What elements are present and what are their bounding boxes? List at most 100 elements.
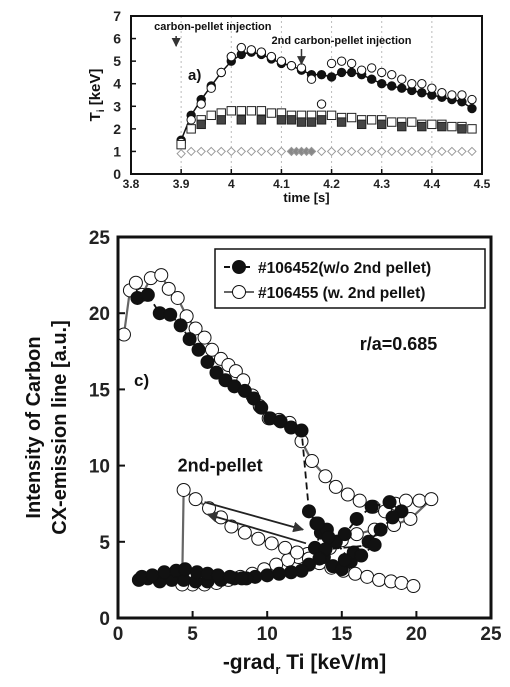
panel-c-point [273, 414, 288, 429]
panel-a-point [206, 83, 216, 93]
panel-c: 0 5 10 15 20 25 0 5 10 15 20 25 #106452(w/o 2nd pel… [23, 228, 502, 677]
panel-c-point [360, 569, 375, 584]
panel-a-point [216, 115, 226, 125]
panel-a-point [366, 63, 377, 73]
panel-c-y-tick-label: 5 [99, 533, 110, 554]
panel-c-point [246, 391, 261, 406]
panel-a-point [206, 146, 216, 157]
panel-c-x-tick-label: 20 [406, 624, 427, 645]
panel-a-point [336, 117, 347, 127]
panel-c-point [188, 321, 203, 336]
panel-a-point [186, 146, 196, 157]
panel-a-point [387, 146, 397, 157]
panel-c-legend-label: #106455 (w. 2nd pellet) [258, 285, 425, 302]
panel-a-point [417, 121, 427, 132]
panel-a-annotation-text: carbon-pellet injection [154, 21, 272, 33]
panel-a-point [216, 67, 226, 78]
panel-a-point [286, 60, 297, 71]
panel-a-point [437, 146, 447, 157]
panel-a-point [366, 74, 377, 84]
panel-a-x-tick-label: 4.2 [323, 177, 340, 191]
panel-c-point [301, 504, 316, 519]
panel-c-point [412, 493, 427, 508]
panel-a-point [447, 121, 457, 132]
panel-c-y-tick-label: 10 [89, 457, 110, 478]
panel-c-arrow [204, 501, 305, 533]
panel-c-series-filled [130, 287, 409, 589]
panel-c-point [161, 281, 176, 296]
panel-c-frame [116, 235, 493, 620]
panel-c-point [224, 519, 239, 534]
panel-a-point [296, 63, 307, 73]
panel-c-point [328, 479, 343, 494]
panel-a-y-tick-label: 1 [113, 143, 121, 159]
panel-c-point [337, 553, 352, 568]
panel-a-point [206, 110, 216, 121]
panel-c-point [424, 492, 439, 507]
panel-c-point [140, 287, 155, 302]
panel-c-point [251, 531, 266, 546]
panel-c-point [394, 575, 409, 590]
panel-c-point [272, 566, 287, 581]
panel-c-arrow [206, 511, 307, 545]
panel-c-point [349, 511, 364, 526]
panel-c-point [209, 365, 224, 380]
panel-a-point [256, 115, 267, 125]
panel-c-ticks: 0 5 10 15 20 25 0 5 10 15 20 25 [89, 228, 502, 645]
panel-a-y-tick-label: 6 [113, 31, 121, 47]
panel-a-point [457, 90, 467, 100]
panel-a-point [246, 45, 257, 55]
panel-a-point [437, 88, 447, 98]
panel-a-series [176, 42, 477, 159]
panel-a-point [306, 74, 317, 84]
panel-c-x-tick-label: 15 [331, 624, 353, 645]
panel-a-y-tick-label: 4 [113, 76, 121, 92]
panel-c-point [304, 454, 319, 469]
panel-a-point [346, 58, 357, 69]
panel-c-point [310, 516, 325, 531]
panel-a-point [356, 146, 367, 157]
panel-a-x-tick-label: 4.5 [474, 177, 491, 191]
panel-a-y-tick-label: 3 [113, 98, 121, 114]
panel-a-point [226, 146, 236, 157]
panel-a-label: a) [188, 67, 201, 84]
panel-a-point [326, 58, 337, 69]
panel-a-point [397, 74, 407, 84]
panel-a: 3.8 3.9 4 4.1 4.2 4.3 4.4 4.5 0 1 2 3 4 5 6 7 carbon-pe… [87, 8, 491, 205]
panel-a-x-axis-label: time [s] [283, 190, 329, 205]
panel-a-point [397, 121, 407, 132]
panel-c-point [178, 562, 193, 577]
panel-a-point [216, 146, 226, 157]
panel-c-point [372, 572, 387, 587]
panel-a-point [377, 119, 387, 130]
panel-c-point [170, 290, 185, 305]
panel-a-point [417, 88, 427, 98]
panel-c-point [367, 537, 382, 552]
panel-c-annotation: r/a=0.685 [360, 334, 438, 354]
panel-c-legend: #106452(w/o 2nd pellet) #106455 (w. 2nd p… [214, 248, 486, 309]
panel-c-point [254, 400, 269, 415]
panel-a-x-tick-label: 4.3 [373, 177, 390, 191]
panel-c-point [154, 268, 169, 283]
panel-a-y-tick-label: 2 [113, 121, 121, 137]
panel-a-point [366, 146, 377, 157]
panel-c-x-tick-label: 5 [187, 624, 198, 645]
panel-a-point [226, 106, 236, 116]
panel-a-point [186, 115, 196, 125]
panel-a-point [356, 65, 367, 75]
panel-c-point [294, 423, 309, 438]
panel-a-point [236, 146, 247, 157]
panel-c-point [157, 565, 172, 580]
panel-a-point [326, 146, 337, 157]
panel-c-point [188, 492, 203, 507]
panel-a-x-tick-label: 4.1 [273, 177, 290, 191]
panel-c-annotations: r/a=0.685 2nd-pellet [178, 334, 438, 476]
panel-a-point [397, 83, 407, 93]
panel-a-point [276, 56, 287, 66]
panel-c-legend-marker [232, 285, 246, 299]
panel-a-point [306, 146, 317, 157]
panel-a-y-axis-label: Ti [keV] [87, 69, 107, 122]
panel-c-point [349, 527, 364, 542]
panel-c-point [284, 565, 299, 580]
